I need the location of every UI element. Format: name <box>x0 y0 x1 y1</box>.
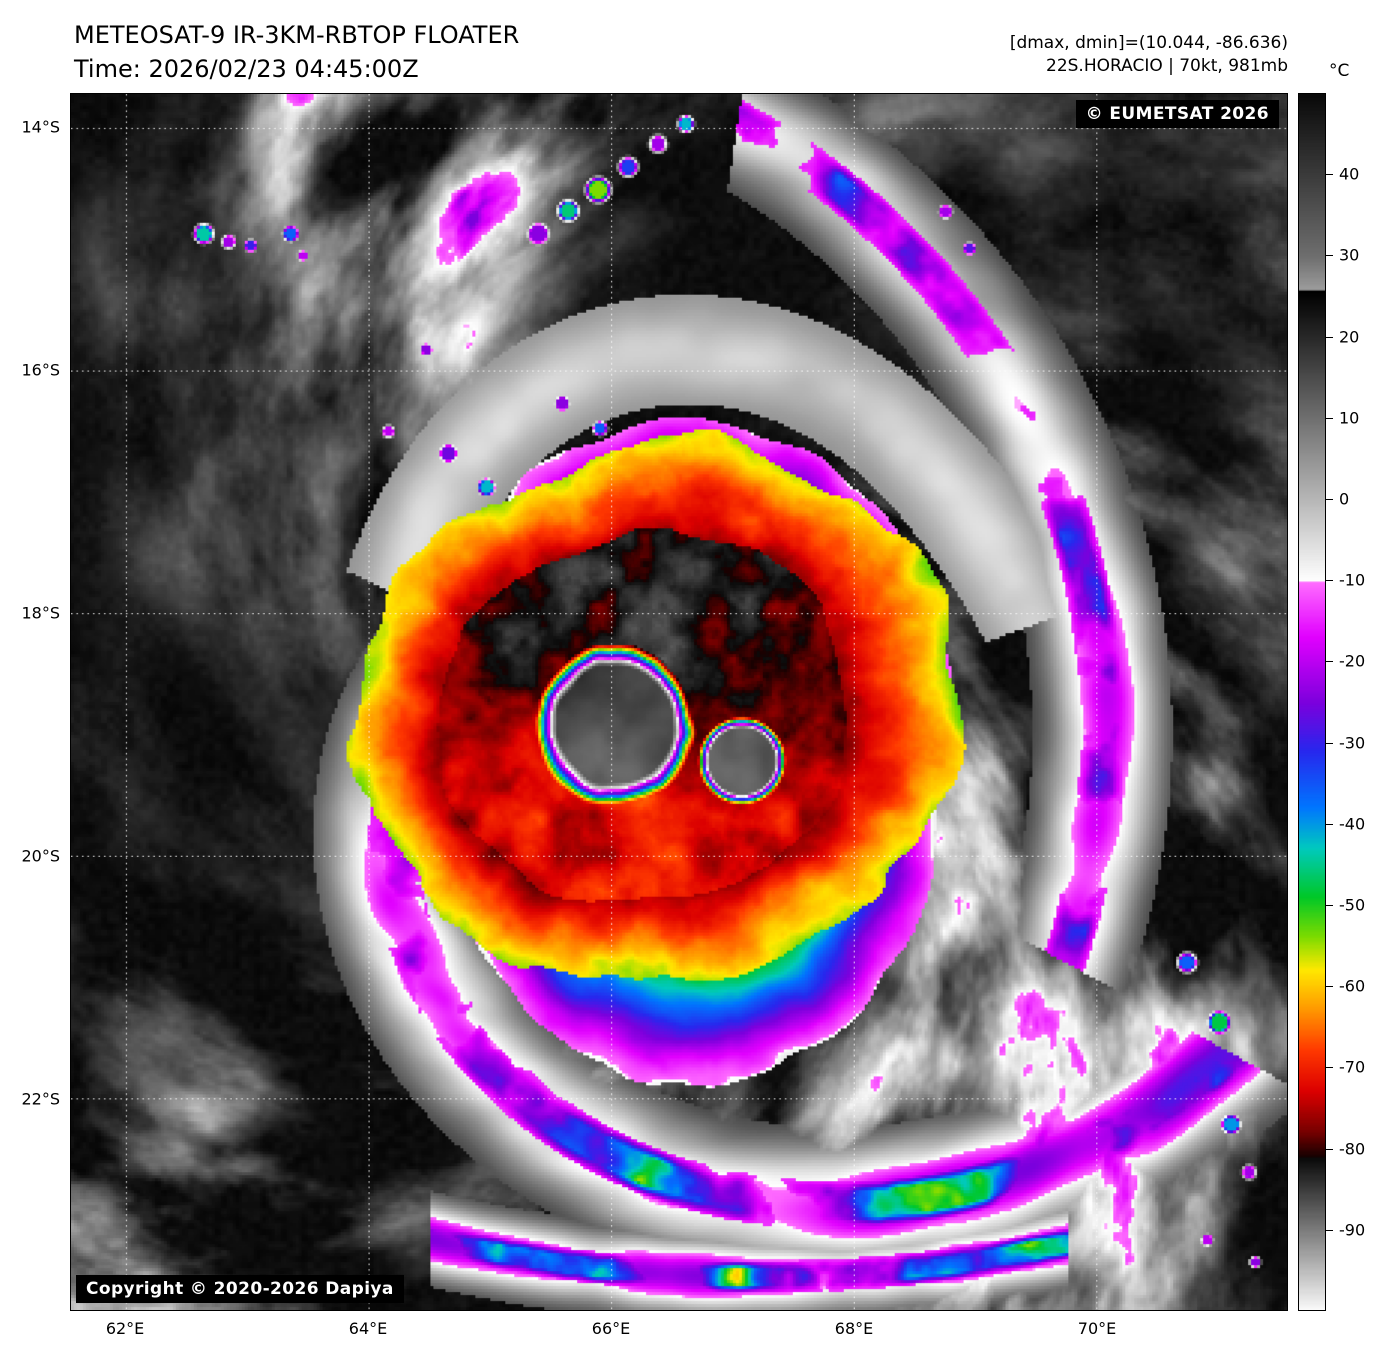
colorbar-tick-mark <box>1326 1148 1333 1150</box>
colorbar-tick-mark <box>1326 823 1333 825</box>
colorbar-tick-mark <box>1326 1229 1333 1231</box>
colorbar-tick-label: 20 <box>1339 327 1360 347</box>
colorbar-tick-label: -60 <box>1339 976 1366 996</box>
colorbar-tick-label: -10 <box>1339 570 1366 590</box>
colorbar-tick-mark <box>1326 174 1333 176</box>
lon-tick-label: 62°E <box>105 1319 145 1338</box>
satellite-image-canvas <box>71 94 1287 1310</box>
copyright-badge: Copyright © 2020-2026 Dapiya <box>76 1275 404 1303</box>
product-title: METEOSAT-9 IR-3KM-RBTOP FLOATER <box>74 21 520 49</box>
colorbar-tick-label: -80 <box>1339 1139 1366 1159</box>
colorbar-tick-label: -90 <box>1339 1220 1366 1240</box>
colorbar-tick-mark <box>1326 661 1333 663</box>
colorbar-tick-mark <box>1326 336 1333 338</box>
colorbar-unit-label: °C <box>1329 61 1350 81</box>
lon-tick-label: 70°E <box>1077 1319 1117 1338</box>
latitude-axis: 14°S 16°S 18°S 20°S 22°S <box>0 93 64 1311</box>
lat-tick-label: 18°S <box>21 603 60 623</box>
colorbar-tick-mark <box>1326 986 1333 988</box>
lat-tick-label: 16°S <box>21 360 60 380</box>
colorbar-tick-mark <box>1326 905 1333 906</box>
satellite-map: © EUMETSAT 2026 Copyright © 2020-2026 Da… <box>70 93 1288 1311</box>
lat-tick-label: 22°S <box>21 1089 60 1109</box>
lon-tick-label: 68°E <box>834 1319 874 1338</box>
lat-tick-label: 14°S <box>21 117 60 137</box>
colorbar-tick-label: -20 <box>1339 651 1366 671</box>
colorbar <box>1298 93 1326 1311</box>
lon-tick-label: 64°E <box>348 1319 388 1338</box>
dmax-dmin-readout: [dmax, dmin]=(10.044, -86.636) <box>1009 33 1288 53</box>
colorbar-tick-label: 10 <box>1339 408 1360 428</box>
colorbar-tick-label: 0 <box>1339 489 1350 509</box>
colorbar-tick-label: -70 <box>1339 1057 1366 1077</box>
provider-credit-badge: © EUMETSAT 2026 <box>1075 100 1279 128</box>
timestamp: Time: 2026/02/23 04:45:00Z <box>74 55 419 83</box>
colorbar-ticks: 40 30 20 10 0 -10 -20 -30 -40 -50 -60 -70 -80 -90 <box>1326 93 1388 1311</box>
colorbar-tick-label: 30 <box>1339 245 1360 265</box>
colorbar-tick-label: -40 <box>1339 814 1366 834</box>
colorbar-tick-label: -50 <box>1339 895 1366 915</box>
header-left: METEOSAT-9 IR-3KM-RBTOP FLOATER Time: 20… <box>74 18 519 86</box>
lon-tick-label: 66°E <box>591 1319 631 1338</box>
colorbar-tick-mark <box>1326 580 1333 582</box>
colorbar-tick-mark <box>1326 742 1333 744</box>
colorbar-tick-label: 40 <box>1339 164 1360 184</box>
longitude-axis: 62°E 64°E 66°E 68°E 70°E <box>70 1319 1288 1345</box>
colorbar-tick-mark <box>1326 1067 1333 1069</box>
colorbar-tick-mark <box>1326 499 1333 500</box>
colorbar-tick-mark <box>1326 417 1333 419</box>
lat-tick-label: 20°S <box>21 846 60 866</box>
header-right: [dmax, dmin]=(10.044, -86.636) 22S.HORAC… <box>0 32 1288 78</box>
colorbar-tick-label: -30 <box>1339 733 1366 753</box>
colorbar-tick-mark <box>1326 255 1333 257</box>
storm-info: 22S.HORACIO | 70kt, 981mb <box>1046 56 1288 76</box>
